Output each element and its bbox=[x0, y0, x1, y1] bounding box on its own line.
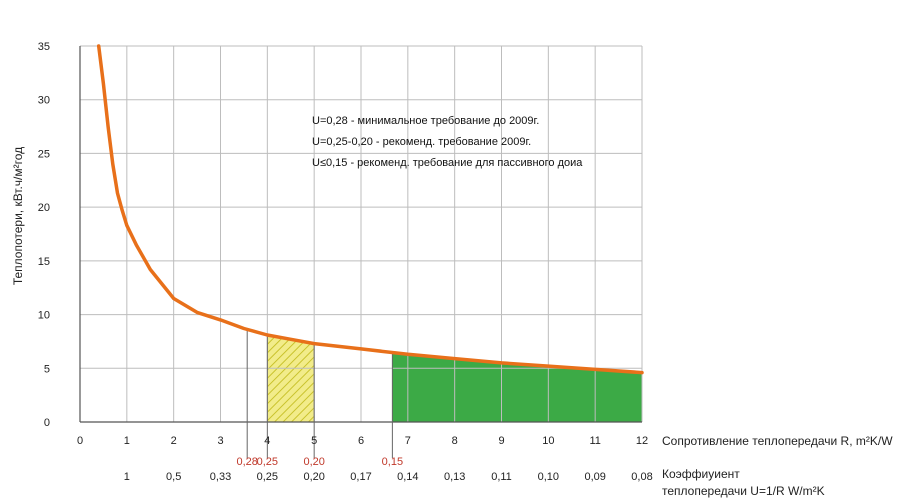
x-axis-title: Сопротивление теплопередачи R, m²K/W bbox=[662, 434, 893, 448]
secondary-tick-label: 0,14 bbox=[397, 471, 418, 483]
markers: 0,280,25 0,20 0,15 bbox=[236, 329, 403, 468]
secondary-tick-label: 0,11 bbox=[491, 471, 512, 483]
secondary-tick-label: 1 bbox=[124, 471, 130, 483]
annotation-line-3: U≤0,15 - рекоменд. требование для пассив… bbox=[312, 157, 583, 169]
secondary-tick-label: 0,09 bbox=[584, 471, 605, 483]
secondary-tick-label: 0,10 bbox=[538, 471, 559, 483]
marker-label: 0,25 bbox=[257, 456, 278, 468]
secondary-tick-label: 0,20 bbox=[303, 471, 324, 483]
y-axis-title: Теплопотери, кВт.ч/м²год bbox=[11, 147, 25, 285]
secondary-tick-labels: 1 0,5 0,33 0,25 0,20 0,17 0,14 0,13 0,11 0,10 0,09… bbox=[124, 471, 653, 483]
x-tick-label: 8 bbox=[452, 435, 458, 447]
y-tick-label: 25 bbox=[38, 148, 50, 160]
heat-loss-curve bbox=[96, 44, 644, 375]
y-tick-label: 5 bbox=[44, 363, 50, 375]
annotation-line-2: U=0,25-0,20 - рекоменд. требование 2009г… bbox=[312, 136, 531, 148]
x-tick-label: 2 bbox=[171, 435, 177, 447]
y-tick-label: 20 bbox=[38, 202, 50, 214]
x-tick-label: 1 bbox=[124, 435, 130, 447]
marker-label: 0,28 bbox=[236, 456, 257, 468]
curve bbox=[96, 44, 644, 375]
region-hatched-yellow bbox=[267, 335, 315, 422]
x-tick-label: 3 bbox=[217, 435, 223, 447]
secondary-tick-label: 0,08 bbox=[631, 471, 652, 483]
x-tick-label: 5 bbox=[311, 435, 317, 447]
y-tick-label: 10 bbox=[38, 310, 50, 322]
secondary-tick-label: 0,5 bbox=[166, 471, 181, 483]
y-tick-label: 35 bbox=[38, 41, 50, 53]
x-tick-label: 4 bbox=[264, 435, 270, 447]
x-tick-label: 11 bbox=[589, 435, 600, 447]
marker-label: 0,15 bbox=[382, 456, 403, 468]
annotation-line-1: U=0,28 - минимальное требование до 2009г… bbox=[312, 115, 539, 127]
x-tick-labels: 0 1 2 3 4 5 6 7 8 9 10 11 12 bbox=[77, 435, 648, 447]
secondary-axis-title-line1: Коэффиуиент bbox=[662, 467, 740, 481]
y-tick-label: 0 bbox=[44, 417, 50, 429]
secondary-tick-label: 0,13 bbox=[444, 471, 465, 483]
y-tick-labels: 0 5 10 15 20 25 30 35 bbox=[38, 41, 50, 429]
grid bbox=[79, 45, 643, 423]
secondary-tick-label: 0,17 bbox=[350, 471, 371, 483]
x-tick-label: 9 bbox=[498, 435, 504, 447]
x-tick-label: 0 bbox=[77, 435, 83, 447]
x-tick-label: 6 bbox=[358, 435, 364, 447]
x-tick-label: 12 bbox=[636, 435, 648, 447]
x-tick-label: 7 bbox=[405, 435, 411, 447]
x-tick-label: 10 bbox=[542, 435, 554, 447]
y-tick-label: 30 bbox=[38, 95, 50, 107]
secondary-tick-label: 0,33 bbox=[210, 471, 231, 483]
secondary-tick-label: 0,25 bbox=[257, 471, 278, 483]
secondary-axis-title-line2: теплопередачи U=1/R W/m²K bbox=[662, 484, 825, 498]
marker-label: 0,20 bbox=[303, 456, 324, 468]
y-tick-label: 15 bbox=[38, 256, 50, 268]
axes bbox=[79, 46, 642, 423]
